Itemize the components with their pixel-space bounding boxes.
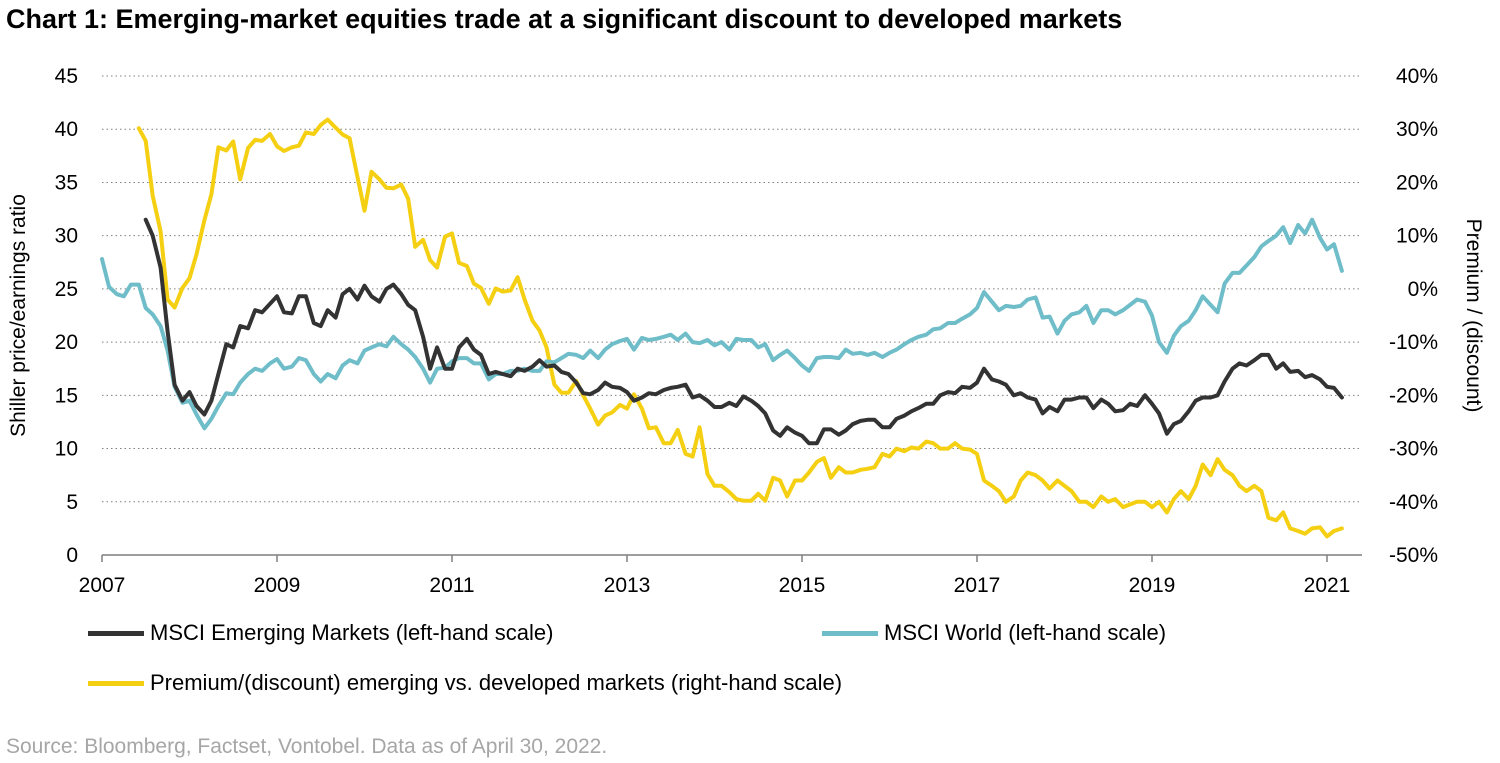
y-tick-label: 5: [66, 491, 78, 514]
legend-swatch-premium: [88, 680, 144, 686]
y2-tick-label: -40%: [1389, 491, 1438, 514]
x-tick-label: 2013: [604, 574, 651, 597]
gridlines: [102, 75, 1362, 503]
y2-tick-label: -50%: [1389, 544, 1438, 567]
y-tick-label: 35: [55, 171, 78, 194]
y-axis-title: Shiller price/earnings ratio: [7, 194, 30, 437]
y2-tick-label: 10%: [1396, 225, 1438, 248]
chart-title: Chart 1: Emerging-market equities trade …: [6, 4, 1123, 34]
series-line-msci-em: [143, 217, 1344, 446]
y-tick-label: 25: [55, 278, 78, 301]
y2-tick-label: 20%: [1396, 171, 1438, 194]
x-tick-label: 2017: [954, 574, 1001, 597]
x-tick-label: 2021: [1304, 574, 1351, 597]
legend-item-world: MSCI World (left-hand scale): [822, 620, 1166, 646]
x-axis-ticks: 2007 2009 2011 2013 2015 2017 2019 2021: [79, 555, 1351, 597]
x-tick-label: 2009: [254, 574, 301, 597]
y2-tick-label: -20%: [1389, 384, 1438, 407]
y2-tick-label: 40%: [1396, 65, 1438, 88]
y-tick-label: 30: [55, 225, 78, 248]
x-tick-label: 2015: [779, 574, 826, 597]
legend-label-world: MSCI World (left-hand scale): [884, 620, 1167, 645]
y2-tick-label: 30%: [1396, 118, 1438, 141]
legend-label-em: MSCI Emerging Markets (left-hand scale): [150, 620, 554, 645]
y-tick-label: 0: [66, 544, 78, 567]
y2-tick-label: -10%: [1389, 331, 1438, 354]
y-tick-label: 20: [55, 331, 78, 354]
series-line-msci-world: [100, 217, 1344, 431]
legend-label-premium: Premium/(discount) emerging vs. develope…: [150, 670, 843, 695]
y2-tick-label: -30%: [1389, 438, 1438, 461]
series-line-premium: [136, 117, 1344, 539]
x-tick-label: 2011: [429, 574, 474, 597]
legend-item-premium: Premium/(discount) emerging vs. develope…: [88, 670, 842, 696]
y-tick-label: 45: [55, 65, 78, 88]
y-tick-label: 15: [55, 384, 78, 407]
y2-axis-title: Premium / (discount): [1462, 219, 1485, 413]
x-tick-label: 2019: [1129, 574, 1176, 597]
y2-tick-label: 0%: [1408, 278, 1438, 301]
chart-canvas: 2007 2009 2011 2013 2015 2017 2019 2021 0 5 10 15 2…: [7, 65, 1485, 597]
y-tick-label: 40: [55, 118, 78, 141]
source-note: Source: Bloomberg, Factset, Vontobel. Da…: [6, 735, 608, 758]
legend-item-em: MSCI Emerging Markets (left-hand scale): [88, 620, 553, 646]
y-tick-label: 10: [55, 438, 78, 461]
y-axis-ticks: 0 5 10 15 20 25 30 35 40 45: [55, 65, 78, 567]
x-tick-label: 2007: [79, 574, 126, 597]
legend-swatch-world: [822, 630, 878, 636]
series-layer: [100, 117, 1344, 539]
legend-swatch-em: [88, 630, 144, 636]
y2-axis-ticks: -50% -40% -30% -20% -10% 0% 10% 20% 30% 40%: [1389, 65, 1438, 567]
